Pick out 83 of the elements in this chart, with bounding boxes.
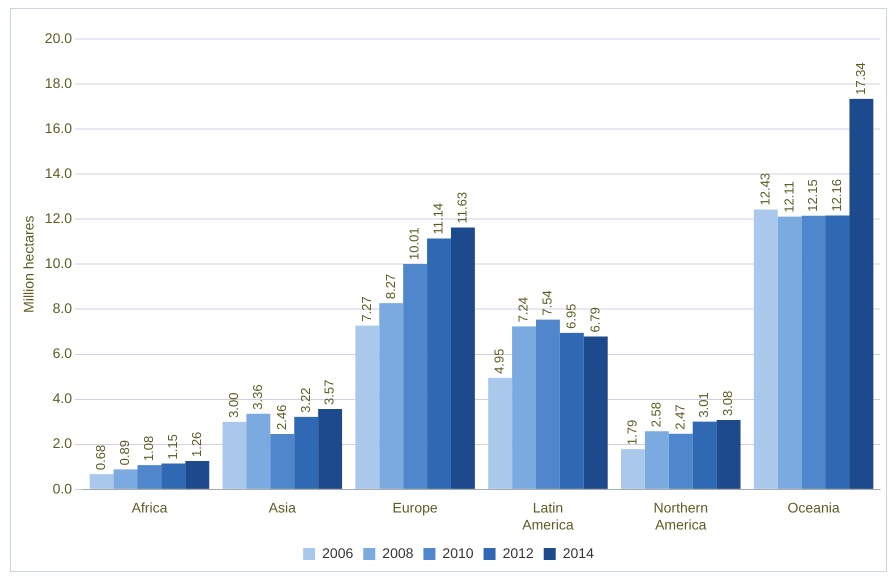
data-label: 7.27 [358, 296, 374, 322]
data-label: 3.22 [298, 388, 313, 413]
data-label: 8.27 [382, 274, 398, 300]
data-label: 11.63 [454, 192, 470, 224]
bar [270, 434, 294, 489]
x-tick-label: Oceania [788, 500, 840, 516]
legend-label: 2014 [562, 544, 594, 561]
bar [778, 216, 802, 489]
data-label: 2.58 [648, 402, 664, 428]
bar [644, 431, 669, 489]
legend-label: 2010 [442, 544, 474, 561]
data-label: 12.15 [805, 179, 820, 212]
data-label: 3.08 [720, 390, 736, 416]
y-tick-label: 16.0 [44, 120, 72, 136]
data-label: 3.01 [696, 392, 712, 418]
bar [294, 416, 318, 489]
y-tick-label: 6.0 [52, 345, 72, 362]
bar [427, 238, 451, 489]
x-tick-label: Europe [392, 500, 438, 516]
legend-label: 2008 [382, 544, 414, 561]
bar [246, 414, 270, 489]
bar [560, 332, 584, 489]
data-label: 1.15 [164, 434, 180, 460]
y-tick-label: 8.0 [52, 300, 72, 316]
bar [403, 264, 428, 489]
bar [512, 326, 536, 489]
data-label: 2.47 [672, 404, 688, 430]
data-label: 3.00 [226, 392, 242, 418]
data-label: 3.36 [250, 384, 265, 410]
x-tick-label: Asia [268, 500, 296, 516]
bar [488, 378, 512, 489]
data-label: 17.34 [852, 62, 868, 95]
legend-label: 2012 [502, 544, 534, 561]
x-tick-label: Northern America [654, 500, 708, 532]
y-tick-label: 4.0 [52, 390, 72, 406]
y-axis-title: Million hectares [20, 216, 36, 313]
bar [849, 98, 874, 489]
bar [318, 409, 342, 489]
data-label: 7.54 [540, 290, 555, 316]
data-label: 10.01 [406, 227, 422, 260]
bar [138, 465, 162, 489]
data-label: 0.68 [93, 444, 108, 470]
data-label: 0.89 [117, 440, 132, 466]
bar [668, 434, 693, 489]
legend-label: 2006 [322, 544, 354, 561]
data-label: 12.16 [829, 179, 844, 212]
data-label: 6.95 [563, 304, 578, 329]
bar [90, 474, 114, 489]
data-label: 1.26 [188, 432, 204, 458]
y-tick-label: 14.0 [44, 164, 72, 181]
bar [355, 326, 380, 489]
y-tick-label: 20.0 [44, 30, 72, 46]
data-label: 7.24 [516, 297, 531, 322]
bar [620, 449, 645, 489]
data-label: 11.14 [430, 202, 446, 235]
data-label: 12.43 [757, 172, 772, 206]
bar [185, 461, 210, 489]
bar [802, 216, 826, 489]
bar [222, 422, 246, 489]
bar [161, 464, 186, 489]
bar [114, 469, 138, 489]
bar [826, 216, 850, 489]
data-label: 1.79 [624, 420, 640, 446]
x-tick-label: Latin America [522, 500, 574, 532]
y-tick-label: 2.0 [52, 435, 72, 452]
bar [536, 320, 560, 489]
data-label: 6.79 [587, 307, 602, 332]
bar [754, 209, 778, 489]
bar [379, 303, 404, 489]
bar [584, 336, 608, 489]
bar [692, 422, 717, 489]
x-tick-label: Africa [132, 500, 168, 516]
y-tick-label: 10.0 [44, 255, 72, 272]
data-label: 2.46 [274, 404, 289, 430]
bar [450, 227, 475, 489]
bar [716, 420, 741, 489]
data-label: 12.11 [781, 181, 796, 213]
data-label: 1.08 [141, 436, 156, 462]
data-label: 3.57 [322, 380, 337, 406]
data-label: 4.95 [492, 348, 507, 374]
y-tick-label: 12.0 [44, 210, 72, 226]
y-tick-label: 18.0 [44, 74, 72, 91]
y-tick-label: 0.0 [52, 480, 72, 496]
